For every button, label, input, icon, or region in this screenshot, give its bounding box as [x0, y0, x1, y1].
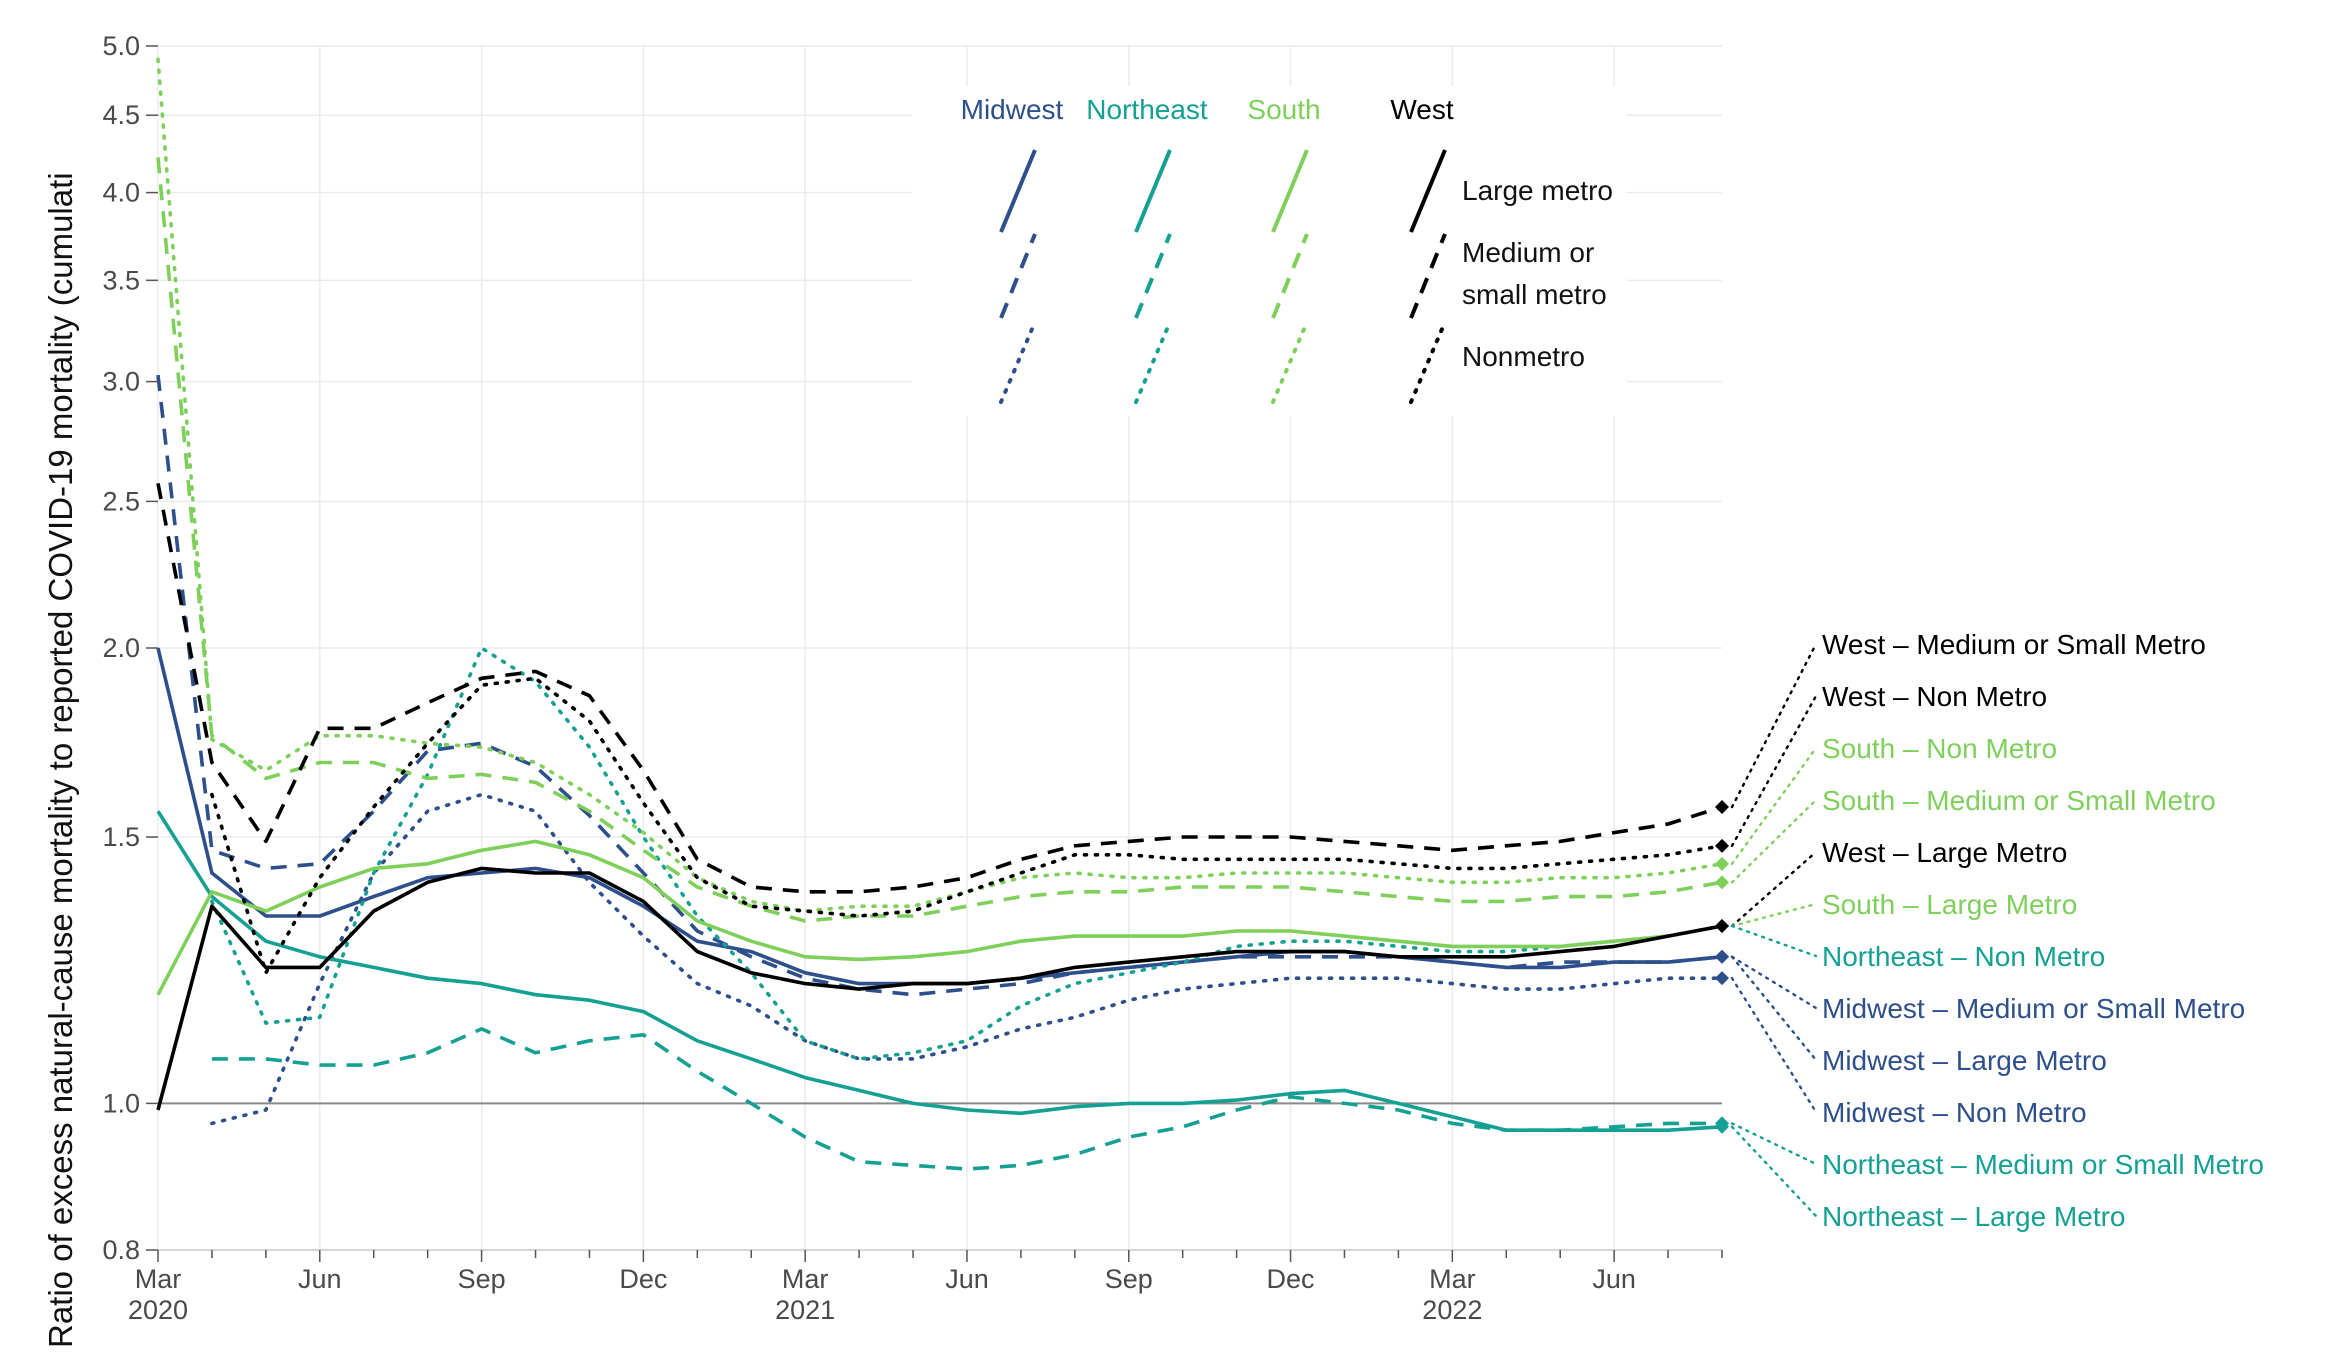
end-marker-west-medium-or-small-metro [1715, 800, 1729, 815]
y-tick-label: 4.5 [102, 100, 140, 130]
end-marker-west-large-metro [1715, 918, 1729, 933]
x-tick-label: Mar [135, 1264, 182, 1294]
legend-label-medium-or-small-metro: small metro [1462, 279, 1607, 310]
series-line-northeast-non-metro [210, 646, 1724, 1061]
end-label-connector-northeast-large-metro [1730, 1125, 1818, 1218]
end-label-northeast-non-metro: Northeast – Non Metro [1822, 941, 2105, 972]
end-label-midwest-large-metro: Midwest – Large Metro [1822, 1045, 2107, 1076]
x-tick-label: Jun [945, 1264, 989, 1294]
end-marker-south-medium-or-small-metro [1715, 875, 1729, 890]
legend-key-south-large-metro [1271, 149, 1309, 233]
x-tick-year-label: 2021 [775, 1295, 835, 1325]
end-label-connector-west-large-metro [1730, 850, 1818, 928]
end-label-connector-south-large-metro [1730, 902, 1818, 928]
end-label-northeast-large-metro: Northeast – Large Metro [1822, 1201, 2126, 1232]
legend-region-south: South [1247, 94, 1320, 125]
y-tick-label: 1.5 [102, 822, 140, 852]
legend-key-midwest-nonmetro [999, 320, 1037, 404]
y-tick-label: 5.0 [102, 31, 140, 61]
legend-key-northeast-medium-or-small-metro [1134, 233, 1172, 319]
x-tick-label: Dec [619, 1264, 667, 1294]
end-label-midwest-non-metro: Midwest – Non Metro [1822, 1097, 2087, 1128]
legend-key-west-nonmetro [1409, 320, 1447, 404]
legend-region-west: West [1390, 94, 1453, 125]
y-tick-label: 3.0 [102, 367, 140, 397]
legend: Midwest Northeast South West Large metro Medi… [912, 86, 1627, 416]
series-line-midwest-medium-or-small-metro [156, 374, 1723, 997]
end-label-connector-west-medium-or-small-metro [1730, 642, 1818, 809]
legend-key-west-large-metro [1409, 149, 1447, 233]
y-tick-label: 2.0 [102, 633, 140, 663]
series-end-markers [1715, 800, 1729, 1134]
legend-label-nonmetro: Nonmetro [1462, 341, 1585, 372]
end-marker-south-non-metro [1715, 856, 1729, 871]
x-tick-year-label: 2020 [128, 1295, 188, 1325]
series-line-west-non-metro [210, 676, 1724, 975]
x-tick-label: Dec [1267, 1264, 1315, 1294]
end-label-connector-northeast-non-metro [1730, 924, 1818, 958]
legend-label-medium-or-small-metro: Medium or [1462, 237, 1594, 268]
legend-region-midwest: Midwest [961, 94, 1064, 125]
series-line-south-non-metro [156, 57, 1724, 913]
end-label-south-medium-or-small-metro: South – Medium or Small Metro [1822, 785, 2216, 816]
y-tick-label: 4.0 [102, 178, 140, 208]
y-axis-title: Ratio of excess natural-cause mortality … [42, 172, 79, 1348]
series-line-west-large-metro [156, 866, 1723, 1111]
end-label-midwest-medium-or-small-metro: Midwest – Medium or Small Metro [1822, 993, 2245, 1024]
end-label-west-non-metro: West – Non Metro [1822, 681, 2047, 712]
x-tick-label: Sep [458, 1264, 506, 1294]
series-line-northeast-large-metro [156, 810, 1723, 1132]
end-label-connector-northeast-medium-or-small-metro [1730, 1122, 1818, 1166]
end-label-connector-west-non-metro [1730, 694, 1818, 848]
series-end-labels: West – Medium or Small Metro West – Non M… [1730, 629, 2264, 1232]
legend-key-northeast-nonmetro [1134, 320, 1172, 404]
end-label-connector-midwest-non-metro [1730, 976, 1818, 1114]
y-tick-label: 0.8 [102, 1235, 140, 1265]
y-axis: 0.8 1.0 1.5 2.0 2.5 3.0 3.5 4.0 4.5 5.0 [102, 31, 158, 1265]
end-label-south-non-metro: South – Non Metro [1822, 733, 2057, 764]
end-label-south-large-metro: South – Large Metro [1822, 889, 2077, 920]
legend-key-west-medium-or-small-metro [1409, 233, 1447, 319]
y-tick-label: 1.0 [102, 1088, 140, 1118]
end-label-connector-midwest-large-metro [1730, 955, 1818, 1062]
legend-region-northeast: Northeast [1086, 94, 1208, 125]
end-label-connector-south-medium-or-small-metro [1730, 798, 1818, 884]
series-line-midwest-non-metro [210, 792, 1724, 1126]
legend-key-northeast-large-metro [1134, 149, 1172, 233]
x-tick-label: Jun [298, 1264, 342, 1294]
end-label-connector-south-non-metro [1730, 746, 1818, 866]
series-line-south-large-metro [156, 839, 1723, 996]
end-label-northeast-medium-or-small-metro: Northeast – Medium or Small Metro [1822, 1149, 2264, 1180]
x-tick-label: Mar [1429, 1264, 1476, 1294]
series-line-midwest-large-metro [156, 647, 1723, 986]
end-marker-northeast-medium-or-small-metro [1715, 1116, 1729, 1131]
end-marker-midwest-medium-or-small-metro [1715, 949, 1729, 964]
x-tick-label: Mar [782, 1264, 829, 1294]
x-tick-label: Jun [1592, 1264, 1636, 1294]
legend-key-south-medium-or-small-metro [1271, 233, 1309, 319]
series-line-northeast-medium-or-small-metro [211, 1027, 1722, 1171]
x-tick-label: Sep [1105, 1264, 1153, 1294]
legend-key-midwest-medium-or-small-metro [999, 233, 1037, 319]
y-tick-label: 3.5 [102, 265, 140, 295]
legend-background [912, 86, 1627, 416]
end-label-connector-midwest-medium-or-small-metro [1730, 955, 1818, 1010]
y-tick-label: 2.5 [102, 486, 140, 516]
end-marker-west-non-metro [1715, 838, 1729, 853]
end-label-west-large-metro: West – Large Metro [1822, 837, 2067, 868]
series-line-west-medium-or-small-metro [156, 482, 1723, 894]
series-lines [156, 57, 1724, 1171]
legend-label-large-metro: Large metro [1462, 175, 1613, 206]
legend-key-south-nonmetro [1271, 320, 1309, 404]
x-tick-year-label: 2022 [1422, 1295, 1482, 1325]
end-label-west-medium-or-small-metro: West – Medium or Small Metro [1822, 629, 2206, 660]
end-marker-midwest-non-metro [1715, 971, 1729, 986]
legend-key-midwest-large-metro [999, 149, 1037, 233]
